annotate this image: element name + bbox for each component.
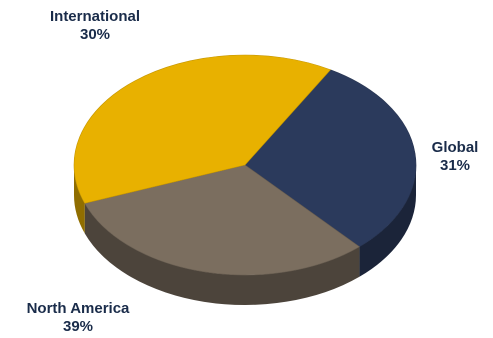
slice-label-international-value: 30%	[79, 26, 111, 43]
pie-side-north-america	[74, 165, 85, 234]
slice-label-global: Global 31%	[420, 139, 490, 175]
slice-label-north-america-name: North America	[26, 300, 130, 317]
pie-side-international	[359, 165, 416, 277]
pie-slice-international	[244, 69, 417, 248]
pie-side-global	[84, 203, 360, 305]
slice-label-north-america: North America 39%	[8, 300, 148, 336]
slice-label-global-name: Global	[431, 139, 479, 156]
pie-slice-north-america	[73, 54, 332, 204]
slice-label-international: International 30%	[35, 8, 155, 44]
slice-label-north-america-value: 39%	[62, 318, 94, 335]
pie-slice-global	[84, 164, 360, 276]
slice-label-global-value: 31%	[439, 157, 471, 174]
slice-label-international-name: International	[49, 8, 140, 25]
